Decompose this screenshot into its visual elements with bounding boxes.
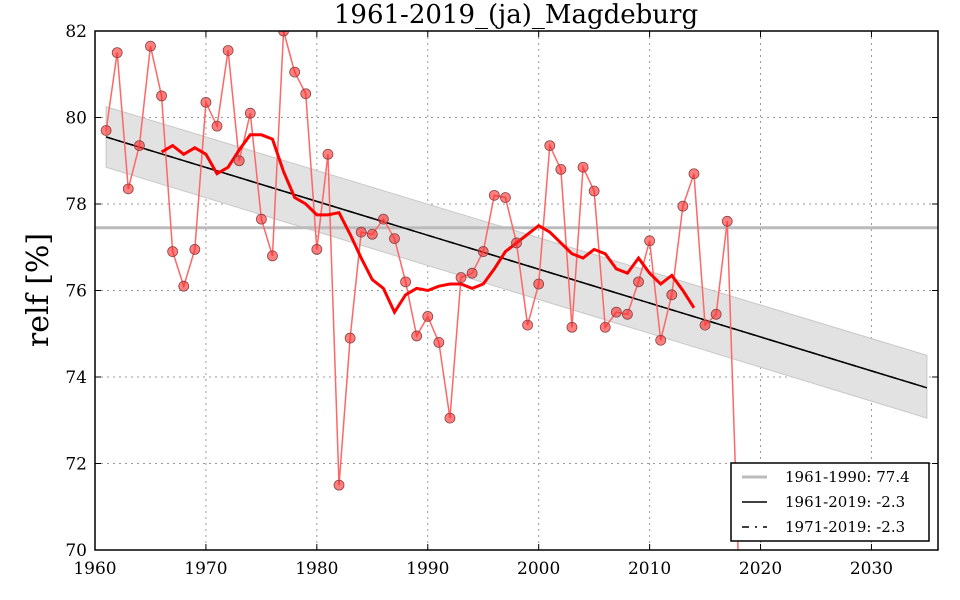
data-point [211,120,223,132]
x-tick-label: 1980 [295,559,338,579]
data-point [588,185,600,197]
data-point [511,237,522,249]
data-point [599,321,611,333]
x-tick-label: 2010 [628,559,671,579]
y-tick-label: 72 [65,455,87,475]
data-point [411,330,423,342]
data-point [688,168,700,180]
y-tick-label: 80 [65,109,87,129]
legend: 1961-1990: 77.4 1961-2019: -2.3 1971-201… [730,462,930,542]
data-point [244,107,256,119]
data-point [655,334,667,346]
data-point [133,140,145,152]
data-point [377,213,389,225]
data-point [721,215,733,227]
data-point [488,189,500,201]
data-point [278,31,289,37]
data-point [100,125,112,136]
data-point [333,479,345,491]
plot-area [95,31,938,550]
data-point [111,47,123,59]
data-point [477,246,489,257]
data-point [366,228,378,240]
data-point [178,280,190,292]
chart-title: 1961-2019_(ja)_Magdeburg [334,0,698,30]
data-point [322,148,334,160]
data-point [344,332,356,344]
data-point [122,183,134,195]
data-point [500,192,511,203]
data-point [200,96,212,108]
trend-line-1971-2019 [105,136,928,389]
y-tick-label: 78 [65,195,87,215]
data-point [167,246,179,257]
data-point [222,45,234,56]
data-point [267,250,278,262]
data-point [145,40,156,52]
y-tick-label: 74 [65,368,87,388]
data-point [644,235,656,247]
data-point [233,155,245,167]
y-tick-label: 70 [65,541,87,561]
data-point [444,412,456,424]
data-point [533,278,545,290]
x-tick-label: 2020 [739,559,782,579]
data-point [566,321,578,333]
data-point [355,226,367,238]
data-point [544,140,556,152]
x-tick-label: 1970 [184,559,227,579]
legend-label-trend-1961: 1961-2019: -2.3 [785,493,905,511]
data-point [311,244,323,255]
data-point [622,308,633,320]
annual-line [105,31,739,550]
data-point [522,319,533,331]
y-tick-label: 82 [65,22,87,42]
data-point [189,244,201,255]
legend-label-trend-1971: 1971-2019: -2.3 [785,518,905,536]
data-point [389,233,400,245]
data-point [610,306,622,318]
x-tick-label: 1960 [73,559,116,579]
data-point [555,163,567,175]
data-point [455,272,467,283]
data-point [433,336,445,348]
data-point [156,90,167,102]
data-point [422,311,434,322]
data-point [710,308,722,320]
x-tick-label: 2000 [517,559,560,579]
data-point [400,276,411,288]
data-point [289,66,301,78]
data-point [666,289,678,301]
axis-ticks: 1960 1970 1980 1990 2000 2010 2020 2030 70 72 74 76… [65,22,938,579]
legend-label-reference: 1961-1990: 77.4 [785,468,910,486]
data-point [577,161,589,173]
x-tick-label: 2030 [850,559,893,579]
y-tick-label: 76 [65,282,87,302]
data-point [677,200,689,212]
data-point [255,213,267,225]
y-axis-label: relf [%] [21,233,56,347]
data-point [633,276,644,288]
data-point [466,267,478,279]
x-tick-label: 1990 [406,559,449,579]
data-point [300,88,312,100]
data-point [699,319,711,331]
moving-average-line [160,133,696,316]
